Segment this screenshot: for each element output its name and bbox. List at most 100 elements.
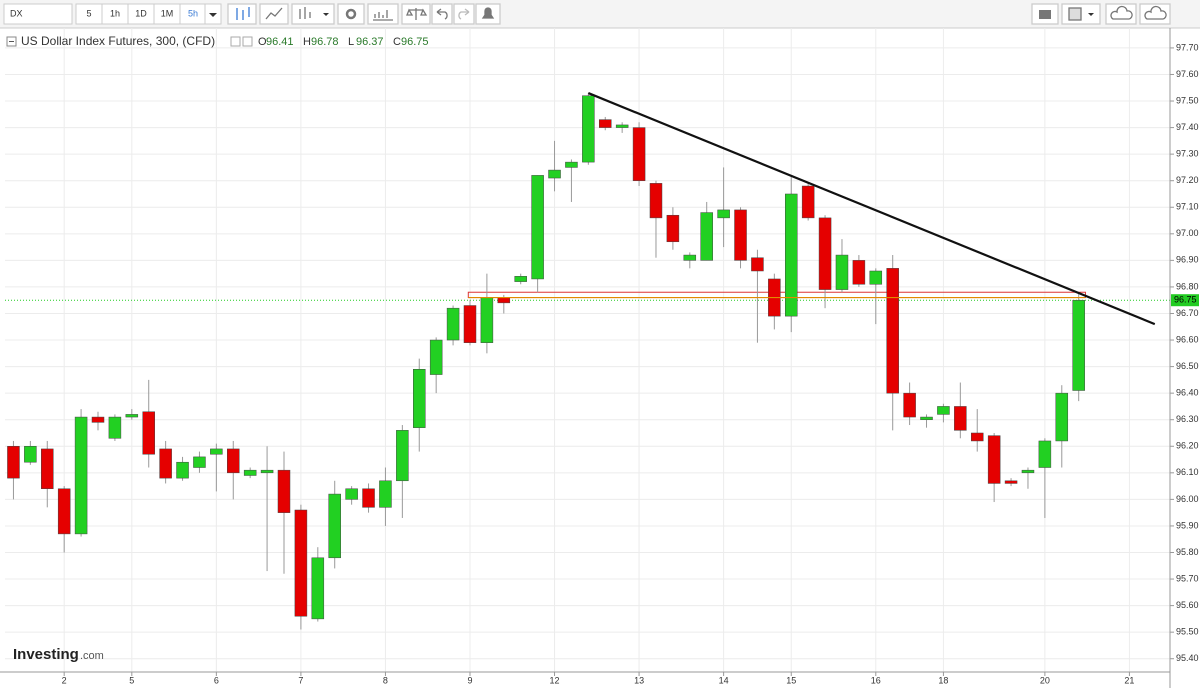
y-tick-label: 97.50 xyxy=(1176,95,1199,105)
candle-body xyxy=(700,212,713,261)
ohlc-label: L xyxy=(348,36,354,48)
indicator-tool[interactable] xyxy=(291,3,335,25)
redo[interactable] xyxy=(453,3,475,25)
candle-body xyxy=(277,469,291,513)
y-tick-label: 96.10 xyxy=(1176,467,1199,477)
ohlc-label: C xyxy=(393,36,401,48)
x-tick-label: 7 xyxy=(298,675,303,685)
candle-body xyxy=(548,169,561,179)
candle-body xyxy=(193,456,206,468)
candle-body xyxy=(717,209,730,219)
y-tick-label: 97.70 xyxy=(1176,42,1199,52)
ohlc-readout: O 96.41 H 96.78 L 96.37 C 96.75 xyxy=(258,36,429,48)
y-tick-label: 96.70 xyxy=(1176,308,1199,318)
line-tool[interactable] xyxy=(259,3,289,25)
candle-tool[interactable] xyxy=(227,3,257,25)
x-tick-label: 18 xyxy=(938,675,948,685)
candle-body xyxy=(210,448,223,455)
y-tick-label: 95.60 xyxy=(1176,600,1199,610)
interval-label: 1D xyxy=(135,8,147,18)
candle-body xyxy=(599,119,612,128)
x-tick-label: 16 xyxy=(871,675,881,685)
candle-body xyxy=(176,461,189,479)
y-tick-label: 97.10 xyxy=(1176,202,1199,212)
x-tick-label: 9 xyxy=(467,675,472,685)
y-tick-label: 95.40 xyxy=(1176,653,1199,663)
plot-area xyxy=(5,28,1170,672)
trendline xyxy=(587,92,1156,326)
visibility-icon[interactable] xyxy=(230,36,241,47)
undo[interactable] xyxy=(431,3,453,25)
symbol-search[interactable] xyxy=(3,3,73,25)
studies[interactable] xyxy=(367,3,399,25)
candle-body xyxy=(413,369,426,428)
candle-body xyxy=(142,411,155,455)
y-tick-label: 95.50 xyxy=(1176,627,1199,637)
candle-body xyxy=(615,124,629,128)
candle-body xyxy=(429,339,443,375)
x-tick-label: 15 xyxy=(786,675,796,685)
candle-body xyxy=(108,416,122,439)
candle-body xyxy=(74,416,88,535)
candle-body xyxy=(683,254,697,261)
candle-body xyxy=(311,557,325,620)
candle-body xyxy=(41,448,54,490)
chart-title: US Dollar Index Futures, 300, (CFD) xyxy=(21,34,215,48)
x-tick-label: 6 xyxy=(214,675,219,685)
x-tick-label: 21 xyxy=(1124,675,1134,685)
candle-body xyxy=(903,392,916,418)
symbol: DX xyxy=(10,8,23,18)
dropdown-arrow xyxy=(209,13,217,17)
y-tick-label: 97.20 xyxy=(1176,175,1199,185)
settings[interactable] xyxy=(337,3,365,25)
candle-body xyxy=(260,469,274,474)
y-tick-label: 97.30 xyxy=(1176,149,1199,159)
watermark-brand: Investing xyxy=(13,646,79,663)
candle-body xyxy=(446,307,460,341)
tool-icons xyxy=(227,3,1171,25)
candle-body xyxy=(91,416,105,423)
candle-body xyxy=(987,435,1001,484)
y-tick-label: 96.00 xyxy=(1176,494,1199,504)
y-tick-label: 97.40 xyxy=(1176,122,1199,132)
candle-body xyxy=(294,509,308,617)
y-tick-label: 95.90 xyxy=(1176,520,1199,530)
ohlc-value: 96.37 xyxy=(356,36,384,48)
y-tick-label: 96.90 xyxy=(1176,255,1199,265)
candle-body xyxy=(666,214,680,243)
candle-body xyxy=(328,493,341,559)
candle-body xyxy=(801,185,815,219)
candle-body xyxy=(582,95,595,163)
candle-body xyxy=(1038,440,1052,468)
candle-body xyxy=(497,297,511,304)
candle-body xyxy=(1055,392,1069,442)
candle-body xyxy=(869,270,883,285)
candle-body xyxy=(7,446,20,479)
candle-body xyxy=(379,480,392,508)
x-tick-label: 5 xyxy=(129,675,134,685)
candle-body xyxy=(362,488,375,508)
x-tick-label: 13 xyxy=(634,675,644,685)
y-tick-label: 96.80 xyxy=(1176,281,1199,291)
y-tick-label: 95.80 xyxy=(1176,547,1199,557)
y-tick-label: 96.50 xyxy=(1176,361,1199,371)
candle-body xyxy=(751,257,764,272)
candle-body xyxy=(396,430,409,482)
x-tick-label: 2 xyxy=(62,675,67,685)
candle-body xyxy=(565,161,578,168)
y-tick-label: 96.40 xyxy=(1176,388,1199,398)
candle-body xyxy=(463,305,477,343)
candle-body xyxy=(852,260,866,285)
y-tick-label: 97.00 xyxy=(1176,228,1199,238)
ohlc-value: 96.41 xyxy=(266,36,294,48)
settings-icon[interactable] xyxy=(242,36,253,47)
candle-body xyxy=(920,416,933,420)
candle-body xyxy=(649,183,663,219)
x-tick-label: 12 xyxy=(550,675,560,685)
y-tick-label: 95.70 xyxy=(1176,573,1199,583)
interval-label: 1h xyxy=(110,8,120,18)
candle-body xyxy=(125,414,139,418)
candle-body xyxy=(632,127,646,181)
